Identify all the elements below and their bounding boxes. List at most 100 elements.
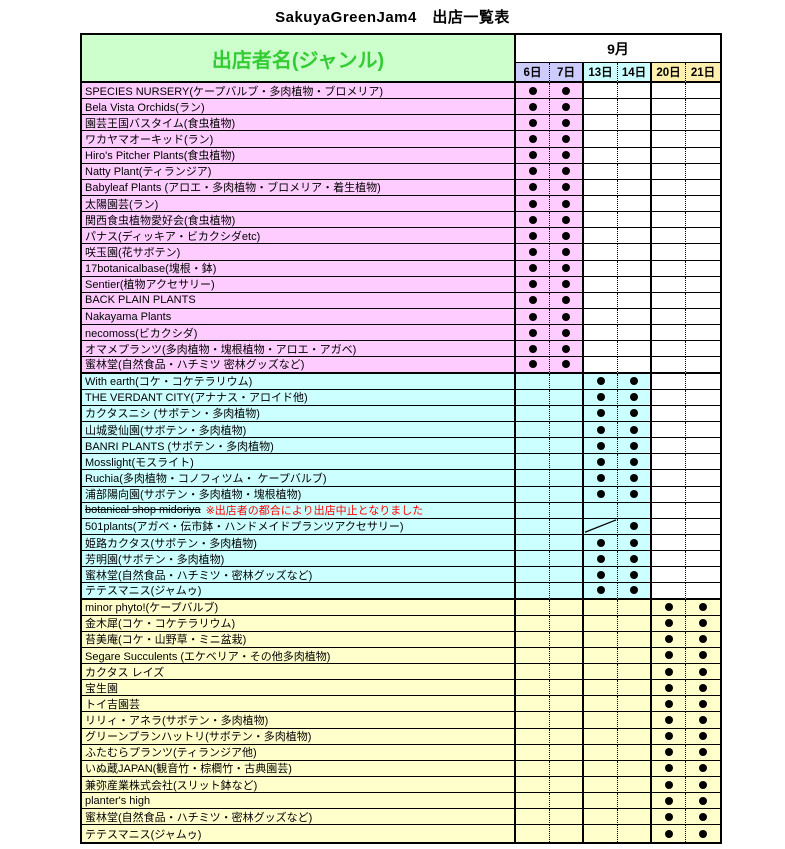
attendance-dot xyxy=(630,570,638,579)
attendance-dot xyxy=(528,264,537,273)
attendance-dot xyxy=(528,86,537,95)
day-cell-13日 xyxy=(584,551,618,568)
day-cell-20日 xyxy=(652,454,686,471)
day-cell-20日 xyxy=(652,502,686,519)
day-cell-7日 xyxy=(550,486,584,503)
vendor-name-cell: Babyleaf Plants (アロエ・多肉植物・ブロメリア・着生植物) xyxy=(82,179,516,196)
day-cell-7日 xyxy=(550,163,584,180)
day-cell-21日 xyxy=(686,421,720,439)
day-cell-21日 xyxy=(686,502,720,519)
attendance-dot xyxy=(664,812,673,821)
day-cell-13日 xyxy=(584,599,618,616)
day-cell-13日 xyxy=(584,518,618,535)
vendor-name-cell: 浦部陽向園(サボテン・多肉植物・塊根植物) xyxy=(82,486,516,503)
day-cell-13日 xyxy=(584,421,618,439)
day-cell-7日 xyxy=(550,260,584,277)
day-cell-14日 xyxy=(618,567,652,584)
table-row: カクタスニシ (サボテン・多肉植物) xyxy=(82,405,720,422)
attendance-dot xyxy=(699,764,707,773)
day-cell-14日 xyxy=(618,244,652,261)
attendance-dot xyxy=(528,151,537,160)
day-cell-14日 xyxy=(618,825,652,842)
table-row: 兼弥産業株式会社(スリット鉢など) xyxy=(82,777,720,794)
day-cell-20日 xyxy=(652,615,686,632)
day-cell-21日 xyxy=(686,147,720,164)
attendance-dot xyxy=(562,199,570,208)
day-cell-21日 xyxy=(686,454,720,471)
day-cell-13日 xyxy=(584,292,618,309)
day-cell-7日 xyxy=(550,664,584,681)
table-row: BACK PLAIN PLANTS xyxy=(82,292,720,309)
attendance-dot xyxy=(630,554,638,563)
day-cell-14日 xyxy=(618,777,652,794)
attendance-dot xyxy=(664,748,673,757)
vendor-name-cell: minor phyto!(ケープバルブ) xyxy=(82,599,516,616)
table-row: 芳明園(サボテン・多肉植物) xyxy=(82,551,720,568)
day-cell-13日 xyxy=(584,825,618,842)
day-cell-21日 xyxy=(686,131,720,148)
attendance-dot xyxy=(664,796,673,805)
vendor-name-cell: Nakayama Plants xyxy=(82,308,516,326)
day-cell-6日 xyxy=(516,341,550,358)
day-cell-7日 xyxy=(550,195,584,213)
table-row: 関西食虫植物愛好会(食虫植物) xyxy=(82,212,720,229)
day-cell-21日 xyxy=(686,551,720,568)
attendance-dot xyxy=(699,748,707,757)
day-cell-7日 xyxy=(550,115,584,132)
day-cell-21日 xyxy=(686,179,720,196)
day-cell-13日 xyxy=(584,389,618,406)
attendance-dot xyxy=(562,167,570,176)
table-row: planter's high xyxy=(82,793,720,810)
day-cell-20日 xyxy=(652,470,686,487)
day-cell-6日 xyxy=(516,631,550,648)
day-cell-13日 xyxy=(584,131,618,148)
day-cell-13日 xyxy=(584,744,618,761)
day-cell-13日 xyxy=(584,631,618,648)
table-row: リリィ・アネラ(サボテン・多肉植物) xyxy=(82,712,720,729)
day-cell-6日 xyxy=(516,405,550,422)
vendor-name-cell: SPECIES NURSERY(ケープバルブ・多肉植物・ブロメリア) xyxy=(82,83,516,100)
day-cell-21日 xyxy=(686,470,720,487)
day-cell-14日 xyxy=(618,647,652,665)
day-cell-14日 xyxy=(618,357,652,374)
attendance-dot xyxy=(528,102,537,111)
day-cell-6日 xyxy=(516,712,550,729)
day-cell-14日 xyxy=(618,228,652,245)
day-cell-20日 xyxy=(652,83,686,100)
attendance-dot xyxy=(630,473,638,482)
attendance-dot xyxy=(664,829,673,838)
day-cell-7日 xyxy=(550,631,584,648)
table-row: パナス(ディッキア・ビカクシダetc) xyxy=(82,228,720,245)
day-cell-20日 xyxy=(652,664,686,681)
vendor-name-cell: 金木犀(コケ・コケテラリウム) xyxy=(82,615,516,632)
day-cell-13日 xyxy=(584,244,618,261)
day-cell-14日 xyxy=(618,551,652,568)
attendance-dot xyxy=(528,344,537,353)
table-row: minor phyto!(ケープバルブ) xyxy=(82,599,720,616)
day-cell-21日 xyxy=(686,260,720,277)
day-cell-21日 xyxy=(686,115,720,132)
attendance-dot xyxy=(699,732,707,741)
day-cell-21日 xyxy=(686,228,720,245)
day-cell-7日 xyxy=(550,696,584,713)
day-cell-21日 xyxy=(686,567,720,584)
attendance-dot xyxy=(699,619,707,628)
attendance-dot xyxy=(562,280,570,289)
day-cell-7日 xyxy=(550,825,584,842)
day-cell-6日 xyxy=(516,470,550,487)
day-cell-20日 xyxy=(652,115,686,132)
attendance-dot xyxy=(630,457,638,466)
vendor-name-cell: トイ吉園芸 xyxy=(82,696,516,713)
day-cell-7日 xyxy=(550,502,584,519)
attendance-dot xyxy=(630,377,638,386)
day-cell-21日 xyxy=(686,534,720,552)
vendor-name-cell: botanical shop midoriya ※出店者の都合により出店中止となり… xyxy=(82,502,516,519)
attendance-dot xyxy=(562,183,570,192)
day-cell-20日 xyxy=(652,712,686,729)
day-cell-6日 xyxy=(516,147,550,164)
day-cell-21日 xyxy=(686,744,720,761)
attendance-dot xyxy=(699,635,707,644)
day-cell-13日 xyxy=(584,664,618,681)
table-row: 金木犀(コケ・コケテラリウム) xyxy=(82,615,720,632)
day-cell-7日 xyxy=(550,615,584,632)
